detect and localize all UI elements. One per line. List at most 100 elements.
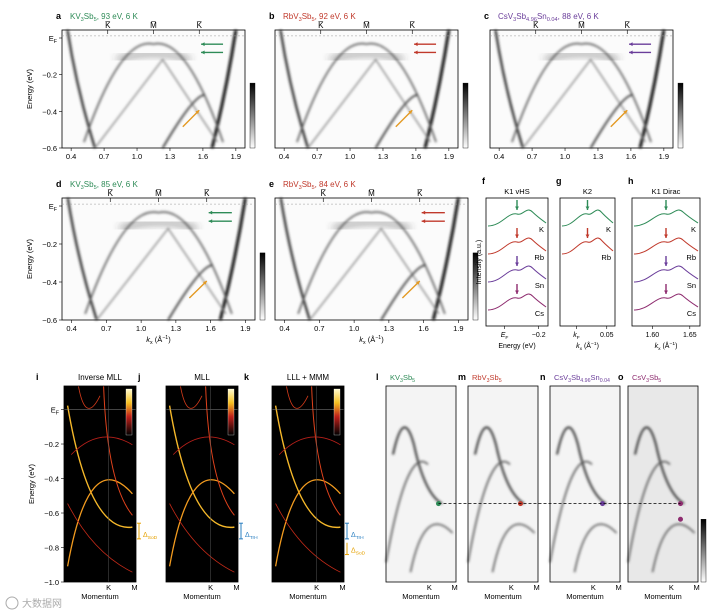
arrow-head [664, 206, 668, 210]
k-point-label: M̅ [363, 21, 370, 30]
edc-curve [487, 237, 547, 255]
edc-panel-f: f K1 vHS K Rb Sn Cs EF −0.2 Energy (eV) [482, 176, 549, 350]
subscript: F [54, 207, 57, 213]
dirac-arrow [188, 280, 208, 299]
text-part: Sb [649, 373, 658, 382]
edc-curve-label: Cs [687, 309, 696, 318]
x-axis-label: kx (Å−1) [655, 341, 678, 352]
gap-label: ΔSoD [351, 548, 366, 557]
text-part: k [573, 332, 577, 339]
text-part: ) [381, 335, 384, 344]
x-tick-label: 0.4 [66, 152, 76, 161]
k-point-label: K̅ [533, 21, 539, 30]
x-axis-label: Momentum [402, 592, 440, 601]
colorbar [259, 252, 266, 321]
x-tick-label: 1.0 [132, 152, 142, 161]
edc-peak-arrow [664, 256, 668, 266]
gap-label: ΔTrH [245, 532, 258, 541]
band-lower [409, 523, 454, 573]
blur-group [119, 221, 198, 230]
x-tick-label: 0.7 [312, 152, 322, 161]
text-part: , 85 eV, 6 K [97, 180, 139, 189]
arrow-head [585, 206, 590, 210]
band-lower [589, 94, 633, 149]
calc-bands [66, 385, 133, 573]
x-axis-label: Momentum [566, 592, 604, 601]
x-tick-label: 0.7 [101, 324, 111, 333]
edc-curve-label: Sn [535, 281, 544, 290]
text-part: Δ [143, 532, 148, 539]
watermark: 大数据网 [5, 596, 62, 610]
text-part: CsV [498, 12, 514, 21]
x-tick-label: M [233, 583, 239, 592]
vhs-arrow-1 [201, 42, 224, 47]
text-part: E [49, 34, 54, 43]
band-lower [380, 264, 426, 321]
y-tick-label-ef: EF [51, 406, 59, 417]
panel-title: CsV3Sb4.96Sn0.04, 88 eV, 6 K [498, 12, 599, 23]
calc-background [64, 386, 136, 582]
blur-group [544, 52, 619, 61]
calc-background [272, 386, 344, 582]
x-tick-label: 1.3 [384, 324, 394, 333]
k-point-label: K̅ [107, 189, 113, 198]
subscript: x [580, 347, 583, 352]
k-point-label: M̅ [578, 21, 585, 30]
x-tick-label: K [591, 583, 596, 592]
k-point-label: M̅ [368, 189, 375, 198]
edc-curve [487, 209, 547, 227]
x-tick-label: kF [573, 332, 580, 341]
subscript: 3 [299, 17, 302, 23]
panel-frame [549, 385, 621, 583]
subscript: 5 [658, 378, 661, 384]
x-tick-label: M [533, 583, 539, 592]
vhs-arrow-2 [414, 50, 437, 55]
edc-curve [633, 265, 699, 283]
band-dirac-cross [309, 227, 440, 321]
text-part: E [501, 332, 506, 339]
x-tick-label: 1.6 [418, 324, 428, 333]
x-tick-label: M [451, 583, 457, 592]
k-point-label: K̅ [417, 189, 423, 198]
x-tick-label: K [106, 583, 111, 592]
edc-peak-arrow [664, 228, 668, 238]
dirac-arrow [395, 109, 413, 128]
text-part: Δ [245, 532, 250, 539]
panel-letter: a [56, 11, 62, 21]
x-tick-label: 1.6 [411, 152, 421, 161]
subscript: 5 [94, 185, 97, 191]
edc-peak-arrow [515, 228, 519, 238]
blur-group [332, 221, 411, 230]
panel-title: KV3Sb5, 93 eV, 6 K [70, 12, 138, 23]
k-point-label: K̅ [409, 21, 415, 30]
exp-panel-o: o CsV3Sb5 K M Momentum [618, 372, 707, 601]
band-upper [634, 426, 685, 505]
arrow-head [208, 219, 213, 224]
spectrum-background [468, 386, 538, 582]
y-tick-label: −1.0 [44, 578, 59, 587]
subscript: 3 [81, 17, 84, 23]
k-point-label: M̅ [155, 189, 162, 198]
text-part: Δ [351, 548, 356, 555]
subscript: 5 [412, 378, 415, 384]
subscript: 5 [311, 185, 314, 191]
x-axis-label: kx (Å−1) [576, 341, 599, 352]
band-flat [116, 52, 191, 61]
subscript: x [150, 340, 153, 346]
calc-bands [274, 385, 341, 573]
panel-title: KV3Sb5 [390, 373, 415, 384]
arrow-head [208, 210, 213, 215]
band-side-3 [70, 436, 133, 455]
subscript: 3 [513, 17, 516, 23]
band-left-steep [279, 29, 309, 149]
panel-letter: o [618, 372, 624, 382]
band-left-steep [66, 197, 98, 321]
text-part: Sb [403, 373, 412, 382]
x-tick-label: 1.60 [646, 332, 660, 339]
x-tick-label: 1.9 [453, 324, 463, 333]
band-right-steep [431, 197, 460, 321]
text-part: Sb [490, 373, 499, 382]
subscript: x [363, 340, 366, 346]
